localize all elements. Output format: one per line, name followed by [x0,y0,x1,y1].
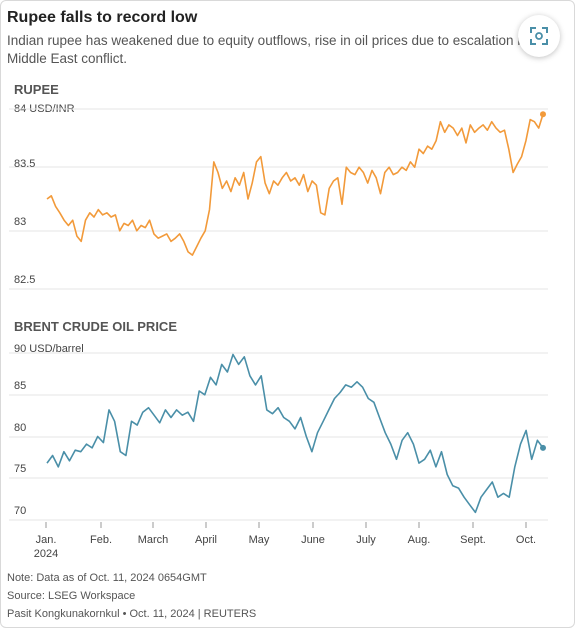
brent-last-point [540,444,546,451]
x-tick-label: Feb. [90,534,112,546]
x-tick-year-label: 2024 [34,548,58,560]
x-tick-label: Jan. [36,534,57,546]
footnote-source: Source: LSEG Workspace [7,590,136,602]
x-tick-label: May [249,534,270,546]
subtitle-line-1: Indian rupee has weakened due to equity … [7,33,528,48]
brent-ytick-label: 85 [14,380,26,392]
brent-series-line [46,353,544,514]
brent-ytick-label: 75 [14,463,26,475]
subtitle-line-2: Middle East conflict. [7,51,128,66]
x-tick-label: June [301,534,325,546]
chart-title: Rupee falls to record low [7,9,198,26]
rupee-ytick-label: 83 [14,216,26,228]
rupee-ytick-label: 83.5 [14,158,35,170]
brent-ytick-label: 80 [14,422,26,434]
expand-button[interactable] [518,15,560,57]
brent-panel-title: BRENT CRUDE OIL PRICE [14,319,177,334]
footnotes: Note: Data as of Oct. 11, 2024 0654GMT S… [7,569,256,623]
footnote-note: Note: Data as of Oct. 11, 2024 0654GMT [7,572,207,584]
rupee-series-line [46,114,544,256]
rupee-last-point [540,111,546,118]
rupee-ytick-label: 82.5 [14,274,35,286]
x-tick-label: Sept. [460,534,486,546]
rupee-panel-title: RUPEE [14,82,59,97]
expand-icon [530,27,548,45]
x-tick-label: April [195,534,217,546]
x-tick-label: July [356,534,376,546]
chart-subtitle: Indian rupee has weakened due to equity … [7,32,552,68]
x-tick-label: Aug. [408,534,431,546]
x-tick-label: March [138,534,169,546]
brent-unit-label: 90 USD/barrel [14,343,84,355]
brent-ytick-label: 70 [14,505,26,517]
x-tick-label: Oct. [516,534,536,546]
footnote-credit: Pasit Kongkunakornkul • Oct. 11, 2024 | … [7,608,257,620]
